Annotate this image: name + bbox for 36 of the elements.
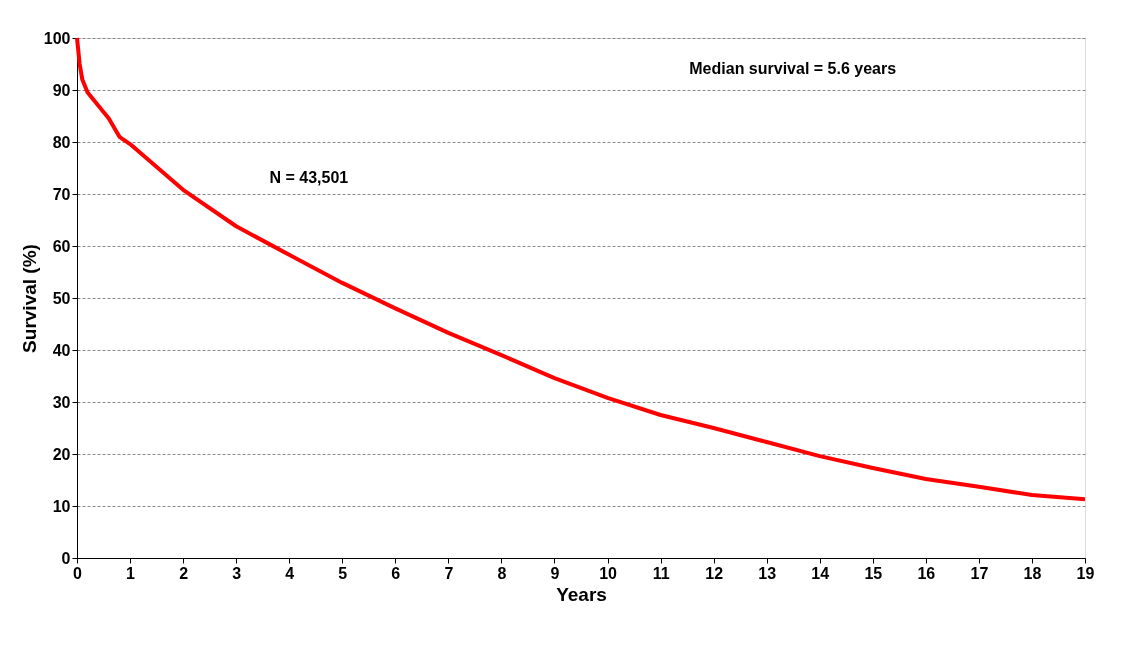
y-axis-title: Survival (%) (18, 244, 40, 353)
y-tick-label: 50 (52, 289, 71, 307)
x-tick-label: 16 (917, 564, 936, 582)
y-tick-label: 0 (61, 549, 71, 567)
y-tick-label: 20 (52, 445, 71, 463)
x-tick-label: 14 (811, 564, 830, 582)
x-tick-label: 17 (970, 564, 989, 582)
x-tick-label: 18 (1023, 564, 1042, 582)
x-tick-label: 3 (232, 564, 242, 582)
y-tick-label: 90 (52, 81, 71, 99)
y-tick-label: 40 (52, 341, 71, 359)
x-tick-label: 5 (338, 564, 348, 582)
x-tick-label: 9 (550, 564, 560, 582)
y-tick-label: 60 (52, 237, 71, 255)
y-tick-label: 100 (43, 29, 71, 47)
x-tick-label: 8 (497, 564, 507, 582)
x-tick-label: 0 (73, 564, 83, 582)
x-tick-label: 7 (444, 564, 454, 582)
annotation: N = 43,501 (269, 169, 349, 187)
x-tick-label: 4 (285, 564, 295, 582)
x-tick-label: 6 (391, 564, 401, 582)
y-tick-label: 10 (52, 497, 71, 515)
annotation: Median survival = 5.6 years (689, 60, 897, 78)
line-series (75, 36, 1087, 502)
x-tick-label: 13 (758, 564, 777, 582)
x-tick-label: 12 (705, 564, 724, 582)
x-tick-label: 19 (1076, 564, 1095, 582)
x-tick-label: 15 (864, 564, 883, 582)
y-tick-label: 30 (52, 393, 71, 411)
x-axis-title: Years (556, 583, 607, 605)
x-tick-label: 2 (179, 564, 189, 582)
y-tick-label: 80 (52, 133, 71, 151)
x-tick-label: 1 (126, 564, 136, 582)
y-tick-label: 70 (52, 185, 71, 203)
x-tick-label: 10 (599, 564, 618, 582)
x-tick-label: 11 (652, 564, 670, 582)
